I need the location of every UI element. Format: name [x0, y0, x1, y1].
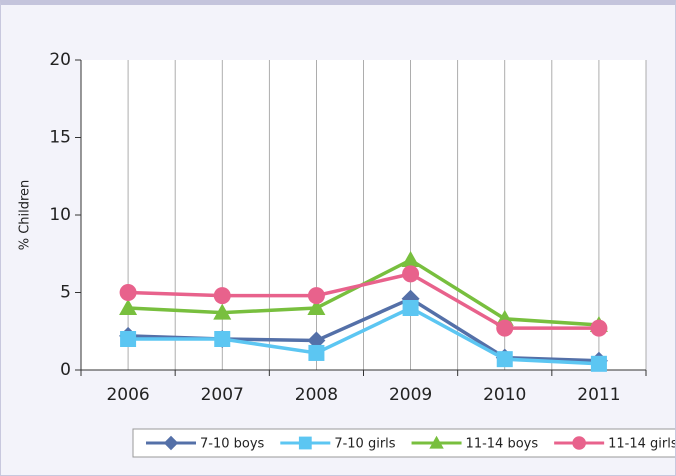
marker: [298, 436, 312, 450]
marker: [213, 287, 231, 305]
series-line: [128, 306, 600, 366]
x-tick-label: 2007: [201, 385, 244, 405]
x-tick-label: 2008: [295, 385, 338, 405]
legend-label: 11-14 girls: [608, 437, 676, 452]
marker: [401, 250, 420, 267]
x-tick-label: 2009: [389, 385, 432, 405]
marker: [214, 331, 231, 347]
marker: [402, 265, 420, 283]
x-tick-label: 2006: [106, 385, 149, 405]
marker: [429, 435, 444, 449]
marker: [402, 300, 419, 316]
marker: [119, 299, 138, 315]
y-tick-label: 10: [49, 205, 71, 225]
marker: [590, 319, 608, 337]
marker: [496, 351, 513, 368]
legend-label: 7-10 boys: [200, 437, 265, 452]
marker: [307, 287, 325, 305]
y-tick-label: 5: [60, 283, 71, 303]
legend-label: 7-10 girls: [334, 437, 395, 452]
y-axis-label: % Children: [18, 180, 33, 251]
x-tick-label: 2011: [577, 385, 620, 405]
marker: [213, 303, 232, 320]
y-tick-label: 0: [60, 360, 71, 380]
marker: [572, 436, 586, 450]
marker: [307, 299, 326, 315]
x-tick-label: 2010: [483, 385, 526, 405]
marker: [119, 284, 137, 301]
y-tick-label: 15: [49, 128, 71, 148]
marker: [496, 319, 514, 337]
chart: % Children 0 5 10 15 20 2006 2007 2008 2009 2010 2…: [18, 50, 676, 458]
series-line: [128, 272, 599, 330]
marker: [308, 344, 325, 361]
y-tick-label: 20: [49, 50, 71, 70]
legend-label: 11-14 boys: [466, 437, 539, 452]
marker: [120, 331, 137, 347]
legend: 7-10 boys 7-10 girls 11-14 boys 11-14 girls: [132, 428, 676, 458]
marker: [590, 355, 607, 372]
